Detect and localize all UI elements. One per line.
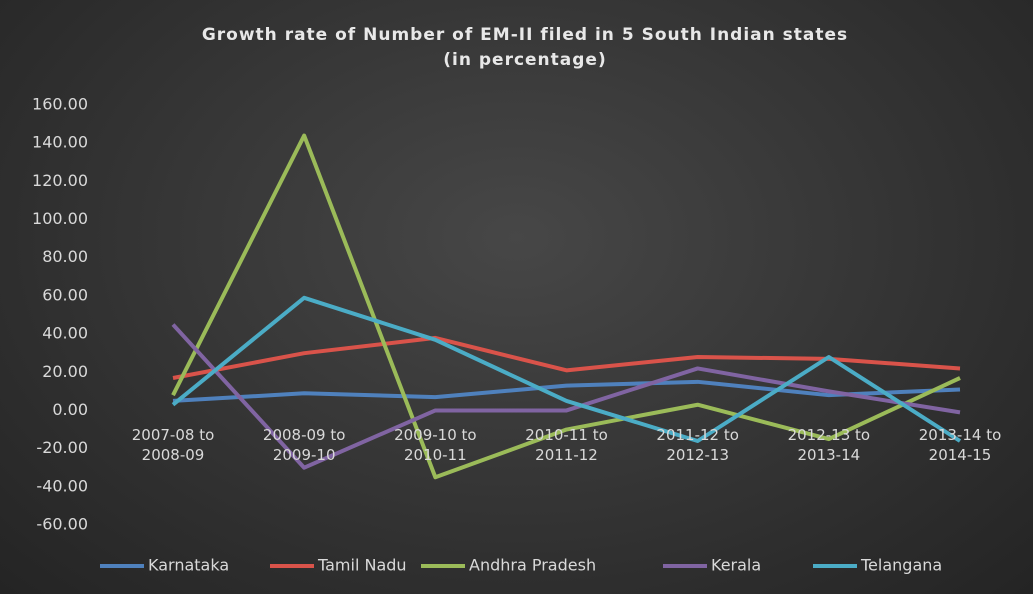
legend-label: Tamil Nadu <box>317 556 407 575</box>
legend-label: Telangana <box>860 556 942 575</box>
y-tick-label: 60.00 <box>42 285 88 304</box>
x-tick-label: 2010-11 to 2011-12 <box>525 426 608 464</box>
x-tick-label: 2007-08 to 2008-09 <box>131 426 215 464</box>
y-tick-label: -40.00 <box>36 476 88 495</box>
series-line <box>171 323 961 470</box>
y-tick-label: 100.00 <box>32 209 88 228</box>
chart-title: Growth rate of Number of EM-II filed in … <box>202 25 848 45</box>
series-line <box>171 295 962 443</box>
y-tick-label: 40.00 <box>42 324 88 343</box>
legend-label: Karnataka <box>148 556 229 575</box>
legend-label: Kerala <box>711 556 761 575</box>
x-tick-label: 2012-13 to 2013-14 <box>787 426 871 464</box>
series-line <box>171 133 961 480</box>
x-tick-label: 2013-14 to 2014-15 <box>918 426 1002 464</box>
series-line <box>172 335 961 380</box>
y-tick-label: 120.00 <box>32 171 88 190</box>
legend-label: Andhra Pradesh <box>469 556 596 575</box>
y-tick-label: 0.00 <box>52 400 88 419</box>
y-tick-label: 80.00 <box>42 247 88 266</box>
series-line <box>172 379 961 403</box>
y-tick-label: -60.00 <box>36 515 88 534</box>
y-tick-label: 20.00 <box>42 362 88 381</box>
y-tick-label: 160.00 <box>32 95 88 114</box>
x-tick-label: 2008-09 to 2009-10 <box>262 426 346 464</box>
y-tick-label: -20.00 <box>36 438 88 457</box>
chart-subtitle: (in percentage) <box>443 50 606 70</box>
x-tick-label: 2009-10 to 2010-11 <box>394 426 477 464</box>
x-tick-label: 2011-12 to 2012-13 <box>656 426 739 464</box>
y-tick-label: 140.00 <box>32 133 88 152</box>
